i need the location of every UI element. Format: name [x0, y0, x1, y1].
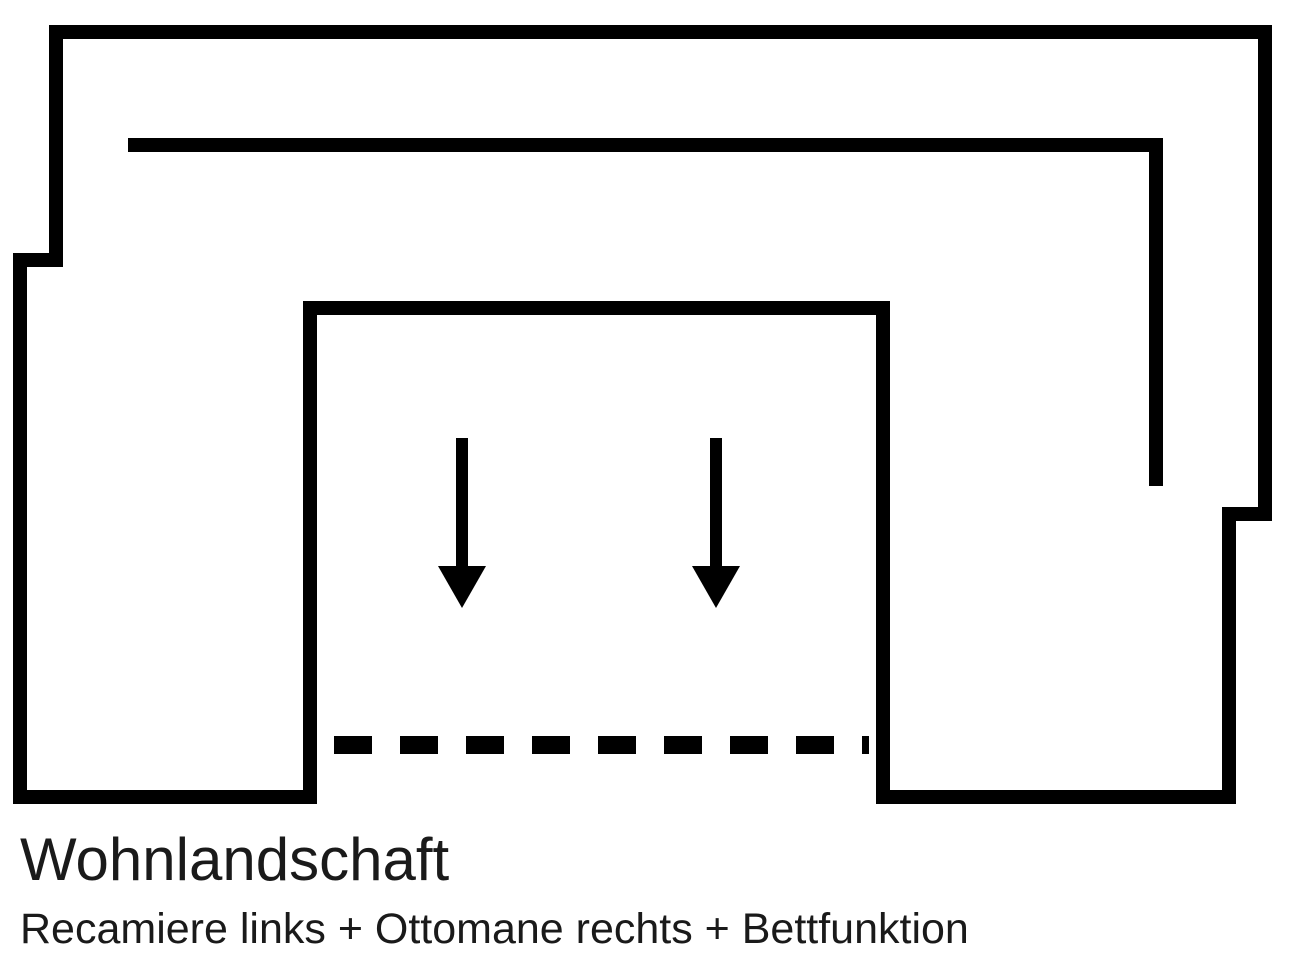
arrow-left [438, 438, 486, 608]
diagram-title: Wohnlandschaft [20, 825, 449, 894]
diagram-subtitle: Recamiere links + Ottomane rechts + Bett… [20, 905, 969, 954]
sofa-diagram [0, 0, 1294, 960]
arrow-right [692, 438, 740, 608]
